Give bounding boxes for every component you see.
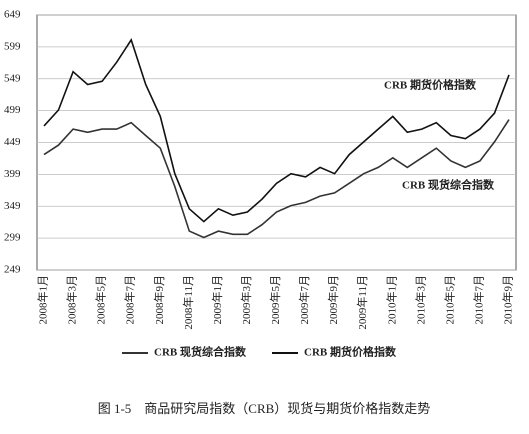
- y-tick-label: 399: [4, 168, 21, 180]
- x-tick-label: 2009年11月: [355, 275, 369, 330]
- caption: 图 1-5 商品研究局指数（CRB）现货与期货价格指数走势: [98, 401, 431, 416]
- series-line: [43, 38, 510, 223]
- annotation: CRB 现货综合指数: [402, 178, 495, 192]
- x-tick-label: 2009年9月: [326, 275, 340, 325]
- annotation: CRB 期货价格指数: [384, 78, 477, 92]
- x-tick-label: 2008年11月: [181, 275, 195, 330]
- x-tick-label: 2008年7月: [123, 275, 137, 325]
- x-tick-label: 2009年3月: [239, 275, 253, 325]
- y-tick-label: 449: [4, 136, 21, 148]
- x-tick-label: 2010年7月: [471, 275, 485, 325]
- x-tick-label: 2008年9月: [152, 275, 166, 325]
- y-tick-label: 249: [4, 264, 21, 276]
- y-tick-label: 499: [4, 104, 21, 116]
- y-tick-label: 599: [4, 40, 21, 52]
- x-tick-label: 2010年5月: [442, 275, 456, 325]
- y-tick-label: 549: [4, 72, 21, 84]
- series-line: [43, 119, 510, 239]
- y-tick-label: 299: [4, 232, 21, 244]
- x-tick-label: 2008年5月: [94, 275, 108, 325]
- x-tick-label: 2009年5月: [268, 275, 282, 325]
- x-tick-label: 2008年3月: [65, 275, 79, 325]
- x-tick-label: 2009年7月: [297, 275, 311, 325]
- x-tick-label: 2009年1月: [210, 275, 224, 325]
- legend-label: CRB 期货价格指数: [304, 345, 397, 359]
- x-tick-label: 2010年3月: [413, 275, 427, 325]
- y-tick-label: 649: [4, 9, 21, 21]
- x-tick-label: 2010年1月: [384, 275, 398, 325]
- y-tick-label: 349: [4, 200, 21, 212]
- x-tick-label: 2010年9月: [501, 275, 515, 325]
- x-tick-label: 2008年1月: [36, 275, 50, 325]
- legend-label: CRB 现货综合指数: [154, 345, 247, 359]
